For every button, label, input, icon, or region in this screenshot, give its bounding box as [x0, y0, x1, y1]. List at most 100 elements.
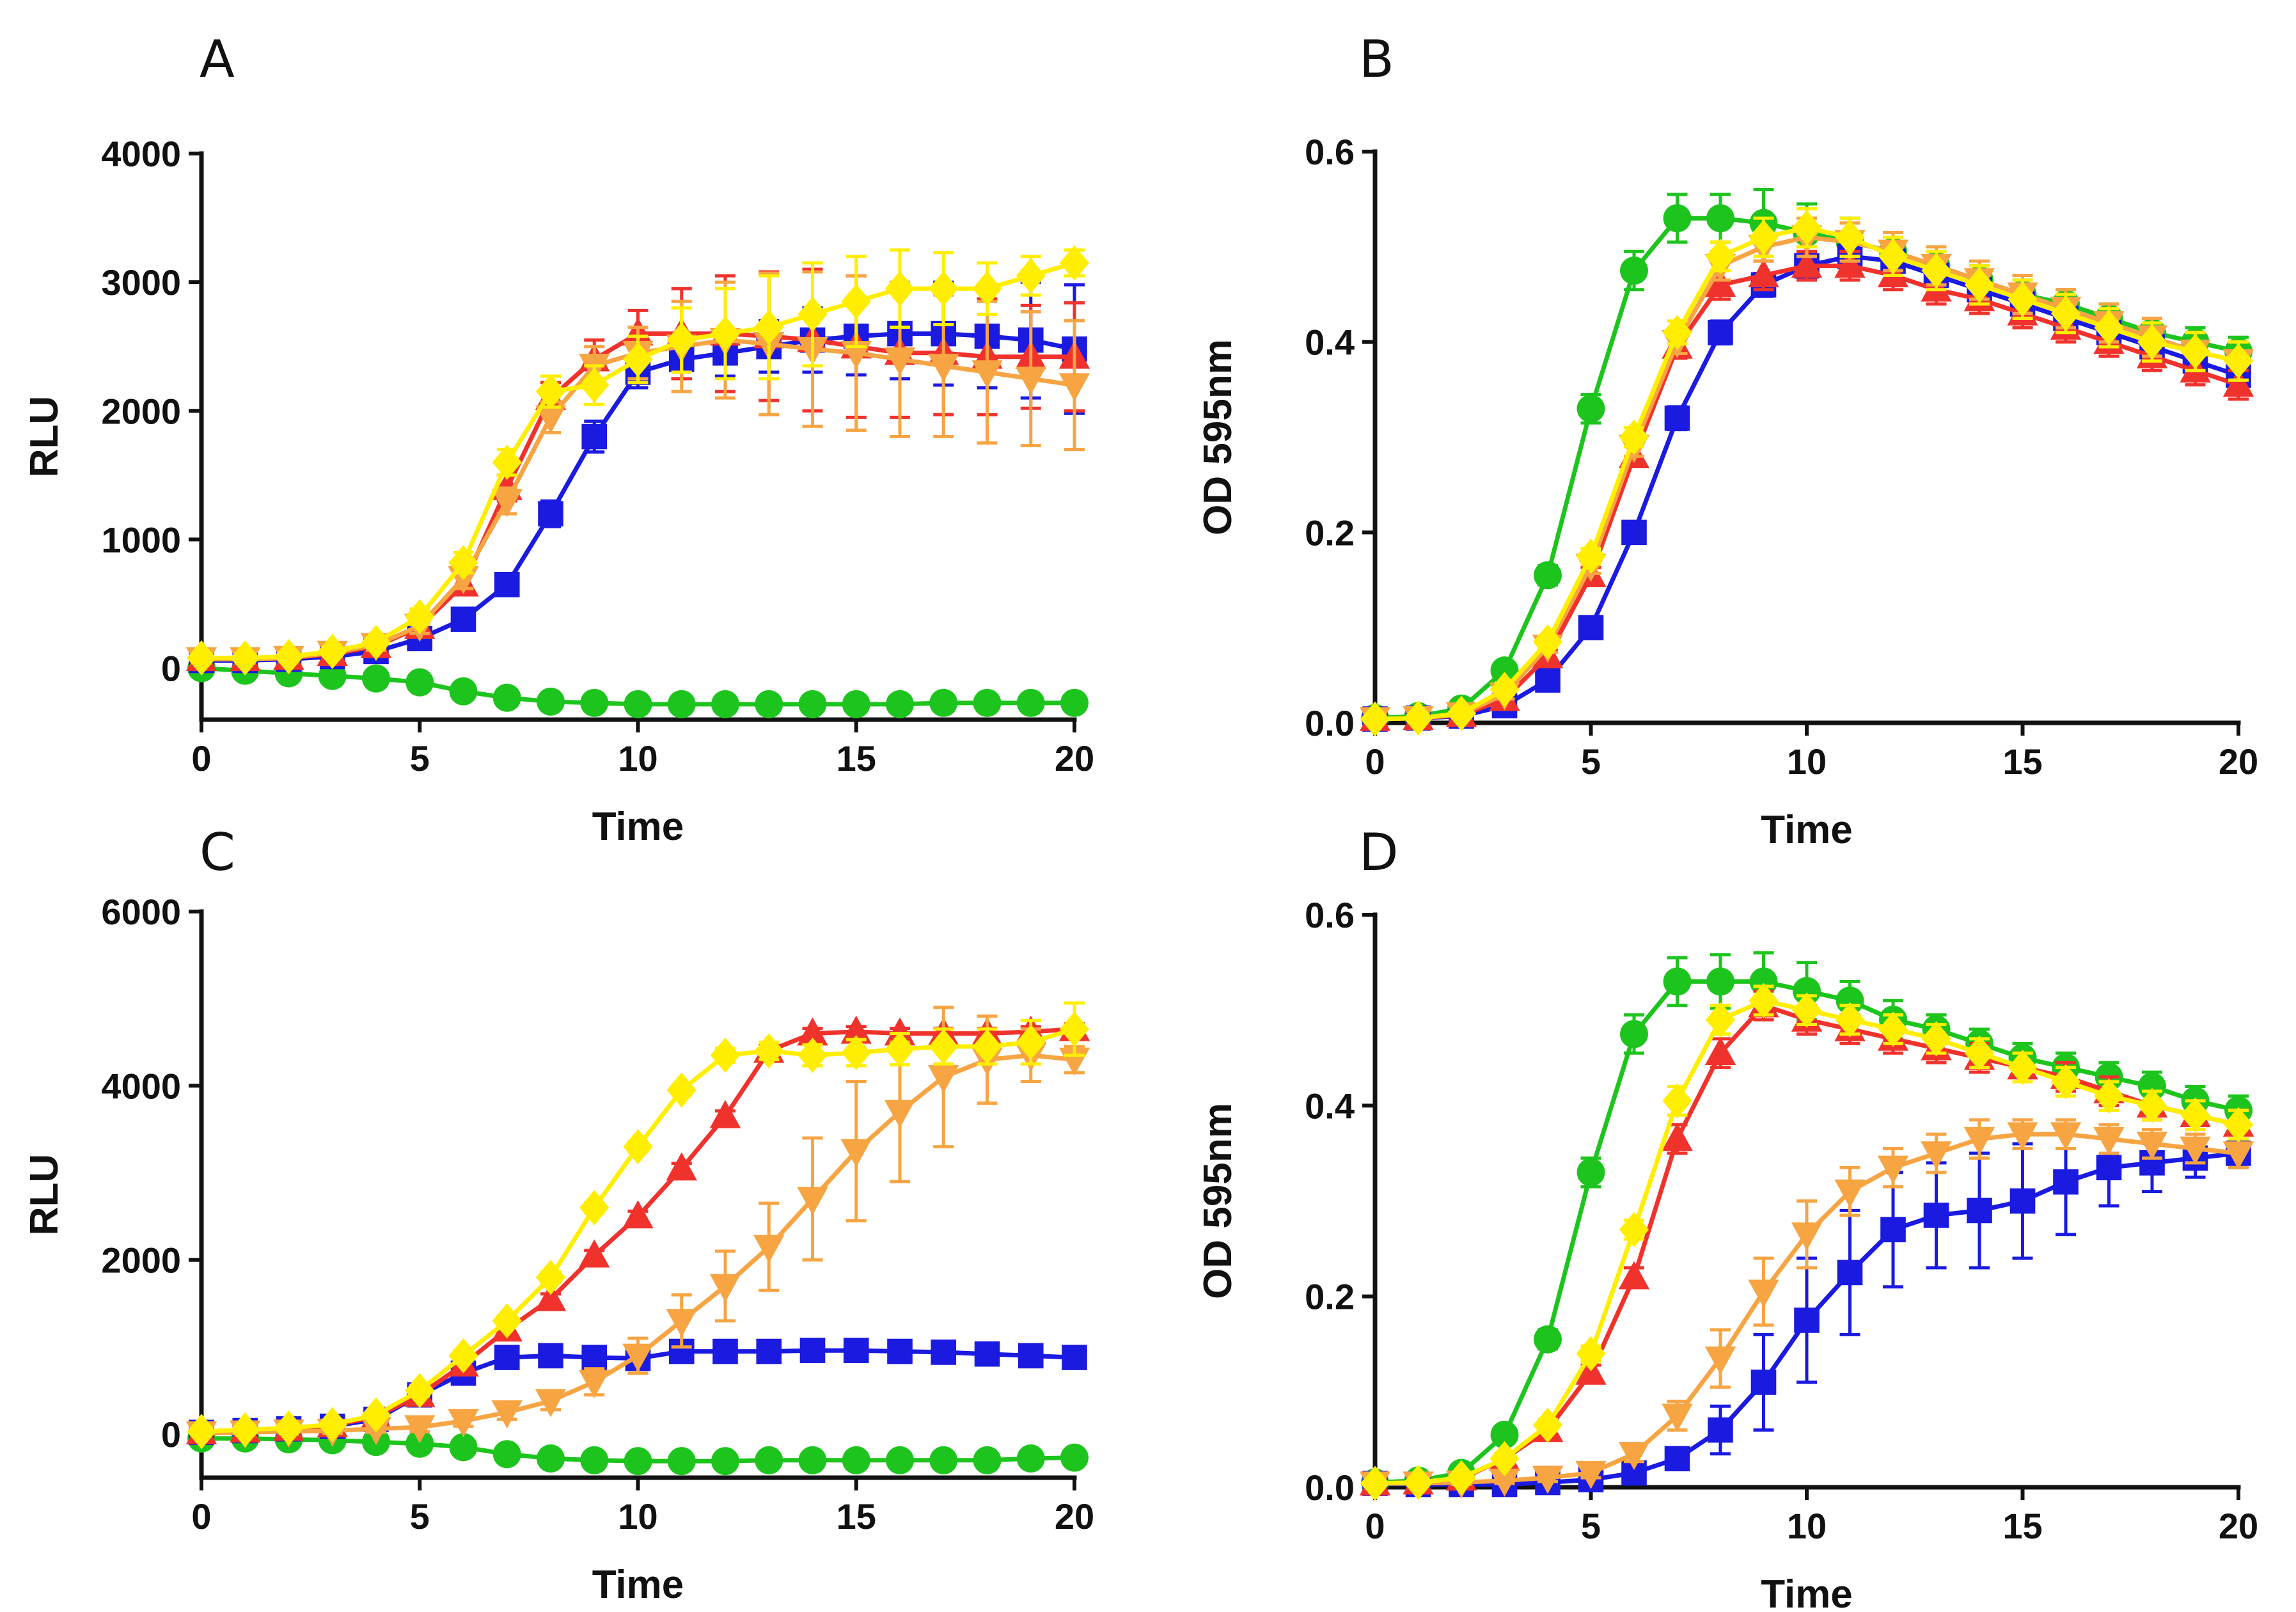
panel-d-orange-point	[2136, 1132, 2168, 1160]
panel-a-green-point	[624, 690, 652, 718]
panel-a-yellow-point	[710, 316, 741, 352]
panel-c-green-point	[449, 1433, 478, 1462]
panel-c-y-tick-label: 2000	[101, 1240, 181, 1281]
panel-d-orange-point	[1834, 1179, 1866, 1208]
panel-c-yellow-point	[972, 1029, 1002, 1064]
panel-c-green-point	[1060, 1443, 1089, 1472]
panel-b-yellow-point	[1360, 701, 1390, 737]
panel-d-blue-point	[2009, 1188, 2036, 1214]
panel-a-orange-point	[971, 360, 1003, 389]
panel-d-yellow-point	[2223, 1107, 2254, 1142]
panel-c-red-point	[797, 1017, 828, 1046]
panel-b-red-point	[2222, 368, 2254, 397]
panel-d-green-point	[1534, 1325, 1562, 1354]
panel-b-x-axis-title: Time	[1761, 808, 1853, 852]
panel-c-blue-point	[712, 1338, 738, 1364]
panel-b-yellow-point	[1835, 219, 1865, 255]
panel-c-yellow-point	[361, 1397, 391, 1433]
panel-d-green-point	[1706, 967, 1734, 996]
panel-d-x-tick-label: 15	[2002, 1506, 2042, 1546]
panel-c-orange-point	[491, 1400, 523, 1429]
panel-a-green-point	[492, 683, 521, 712]
panel-b-yellow-point	[2223, 343, 2254, 379]
panel-d-green-point	[1620, 1020, 1648, 1048]
panel-d-green-point	[1490, 1420, 1519, 1449]
panel-d-orange-point	[2007, 1122, 2038, 1151]
panel-d-label: D	[1359, 823, 1399, 882]
panel-c-blue-point	[538, 1343, 563, 1369]
panel-c-blue-point	[494, 1345, 520, 1370]
panel-b-yellow-point	[1791, 210, 1822, 246]
panel-a-green-point	[449, 677, 478, 706]
panel-a-yellow-point	[798, 296, 828, 332]
panel-a-green-point	[798, 690, 827, 718]
panel-b-green-point	[1706, 204, 1734, 233]
panel-c-green-point	[798, 1446, 827, 1474]
panel-d-orange-point	[1575, 1460, 1607, 1489]
panel-b-yellow-point	[1619, 420, 1649, 455]
panel-a-yellow-point	[186, 640, 217, 676]
panel-c-orange-point	[579, 1370, 610, 1398]
panel-a-yellow-point	[754, 310, 784, 345]
panel-b-yellow-point	[1446, 695, 1477, 731]
panel-c-x-tick-label: 15	[837, 1496, 876, 1537]
panel-a-label: A	[200, 29, 235, 89]
panel-c-y-tick-label: 4000	[101, 1066, 181, 1106]
panel-c-blue-point	[974, 1341, 1000, 1367]
panel-a-green-point	[842, 690, 870, 718]
panel-d-green-point	[1793, 977, 1821, 1006]
panel-c-green-point	[755, 1446, 783, 1474]
panel-c-green-point	[886, 1446, 914, 1474]
panel-d-blue-point	[1708, 1417, 1733, 1443]
panel-a-green-point	[973, 688, 1002, 717]
panel-b-yellow-point	[1532, 624, 1563, 660]
panel-c-orange-point	[840, 1139, 872, 1167]
panel-b-x-tick-label: 10	[1787, 741, 1827, 782]
panel-d-yellow-point	[1576, 1336, 1606, 1371]
panel-b-yellow-point	[1576, 539, 1606, 574]
panel-a-orange-point	[1058, 373, 1090, 402]
panel-a-y-tick-label: 2000	[101, 391, 181, 431]
panel-c-y-tick-label: 0	[161, 1414, 181, 1455]
panel-a-orange-point	[535, 405, 567, 434]
panel-d-yellow-point	[1835, 1002, 1865, 1038]
panel-d-blue-point	[2096, 1155, 2122, 1181]
panel-c-blue-point	[799, 1338, 826, 1364]
panel-b-yellow-point	[1749, 219, 1779, 255]
panel-d-blue-point	[1923, 1203, 1949, 1228]
panel-c-blue-point	[1018, 1343, 1044, 1369]
panel-d-yellow-point	[1403, 1465, 1433, 1501]
panel-a-yellow-point	[579, 367, 609, 403]
panel-d-orange-point	[2180, 1136, 2211, 1165]
panel-a-series-yellow	[186, 245, 1090, 676]
panel-c-orange-point	[448, 1409, 479, 1437]
panel-c-yellow-point	[841, 1035, 871, 1071]
panel-b-x-tick-label: 20	[2219, 741, 2258, 782]
panel-d-blue-point	[1750, 1370, 1777, 1395]
panel-c-green-point	[711, 1447, 739, 1476]
panel-c-x-tick-label: 20	[1055, 1496, 1094, 1537]
panel-c-red-point	[884, 1017, 916, 1046]
panel-a-blue-point	[538, 501, 563, 526]
panel-c-x-tick-label: 10	[618, 1496, 657, 1537]
panel-d-orange-point	[1877, 1155, 1909, 1184]
panel-c-green-point	[1016, 1444, 1045, 1473]
panel-a: A 0 5 10 15 20 0 1000 2000 3000 4000 Time RLU	[22, 29, 1094, 849]
panel-a-green-point	[886, 690, 914, 718]
panel-d-red-point	[1662, 1123, 1693, 1151]
panel-b-blue-point	[1708, 319, 1733, 345]
panel-a-yellow-point	[492, 445, 522, 480]
panel-c-red-point	[622, 1200, 654, 1229]
panel-d-green-point	[1577, 1158, 1605, 1187]
panel-d-red-point	[1704, 1036, 1736, 1065]
panel-c-red-point	[579, 1239, 610, 1268]
panel-a-yellow-point	[972, 271, 1002, 306]
panel-b-green-point	[1577, 394, 1605, 423]
panel-c-orange-point	[666, 1309, 697, 1338]
panel-b-y-tick-label: 0.2	[1305, 512, 1355, 553]
panel-d-blue-point	[1664, 1446, 1690, 1472]
panel-d-blue-point	[1880, 1217, 1906, 1243]
panel-c-orange-point	[622, 1343, 654, 1372]
panel-c-yellow-point	[1059, 1011, 1090, 1047]
panel-a-x-axis-title: Time	[592, 805, 684, 849]
